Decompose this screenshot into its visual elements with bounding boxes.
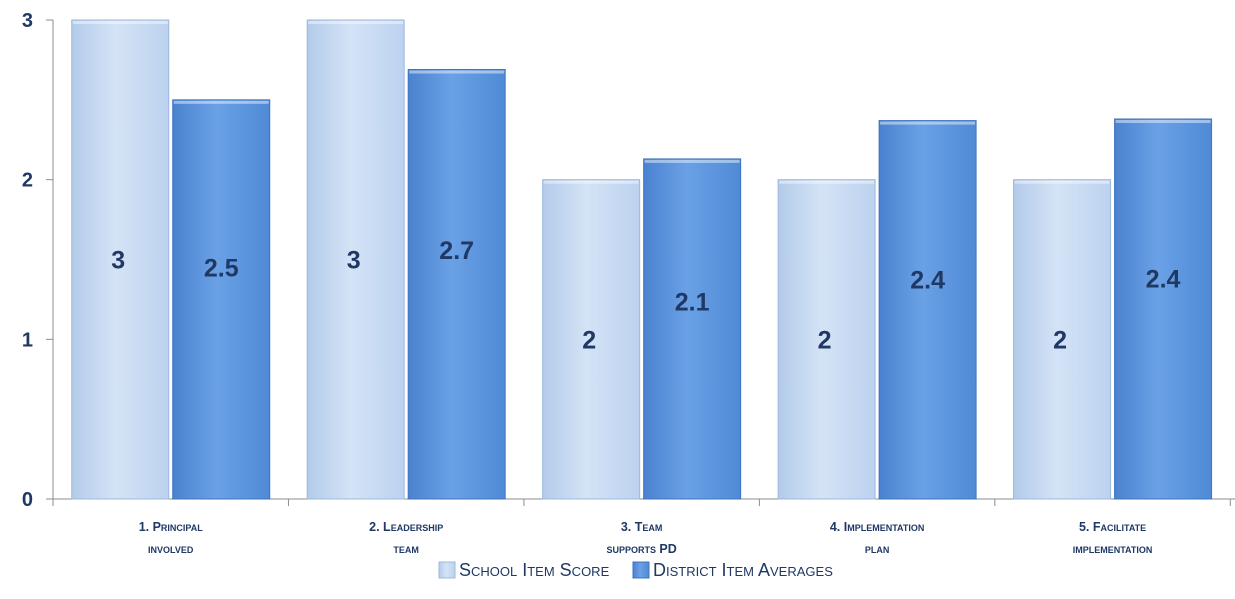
bar-district-4 [878, 120, 977, 500]
x-category-label: 4. Implementation [830, 520, 925, 534]
y-tick-label: 2 [22, 170, 33, 192]
y-tick-label: 1 [22, 329, 33, 351]
x-category-label: involved [148, 542, 194, 556]
x-category-label: 3. Team [621, 520, 663, 534]
x-category-label: team [393, 542, 419, 556]
bar-school-2 [306, 19, 405, 500]
bar-highlight [1115, 119, 1211, 123]
data-label: 3 [347, 247, 361, 275]
bar-highlight [72, 21, 168, 24]
x-category-label: plan [865, 542, 890, 556]
x-category-label: 2. Leadership [369, 520, 443, 534]
bar-highlight [543, 180, 639, 184]
bar-district-2 [407, 68, 506, 500]
bar-highlight [644, 159, 740, 163]
legend-swatch-school [438, 561, 456, 579]
legend-label-district: District Item Averages [653, 560, 833, 580]
bar-district-3 [643, 158, 742, 500]
data-labels: 3 2.5 3 2.7 2 2.1 2 2.4 2 2.4 [111, 237, 1180, 354]
x-axis-labels: 1. Principal involved 2. Leadership team 3. … [139, 520, 1153, 556]
bar-school-1 [71, 19, 170, 500]
bar-school-4 [777, 179, 876, 500]
y-tick-label: 3 [22, 10, 33, 32]
data-label: 2.5 [204, 254, 239, 282]
bar-highlight [173, 100, 269, 104]
data-label: 2.4 [1146, 266, 1181, 294]
legend: School Item Score District Item Averages [438, 560, 833, 580]
data-label: 2.1 [675, 289, 710, 317]
bar-school-3 [542, 179, 641, 500]
data-label: 3 [111, 247, 125, 275]
bar-highlight [308, 21, 404, 24]
data-label: 2 [582, 326, 596, 354]
bar-highlight [409, 70, 505, 74]
data-label: 2 [1053, 326, 1067, 354]
y-tick-label: 0 [22, 489, 33, 511]
data-label: 2 [818, 326, 832, 354]
legend-label-school: School Item Score [459, 560, 610, 580]
bars [71, 19, 1213, 500]
bar-school-5 [1013, 179, 1112, 500]
x-category-label: 5. Facilitate [1079, 520, 1146, 534]
legend-swatch-district [632, 561, 650, 579]
data-label: 2.7 [439, 237, 474, 265]
data-label: 2.4 [910, 267, 945, 295]
bar-district-5 [1114, 118, 1213, 500]
ticks: 0 1 2 3 [22, 10, 33, 511]
x-category-label: implementation [1073, 542, 1153, 556]
bar-highlight [880, 121, 976, 125]
x-category-label: supports PD [606, 542, 676, 556]
bar-highlight [1014, 180, 1110, 184]
x-category-label: 1. Principal [139, 520, 204, 534]
bar-highlight [779, 180, 875, 184]
bar-district-1 [172, 99, 271, 500]
